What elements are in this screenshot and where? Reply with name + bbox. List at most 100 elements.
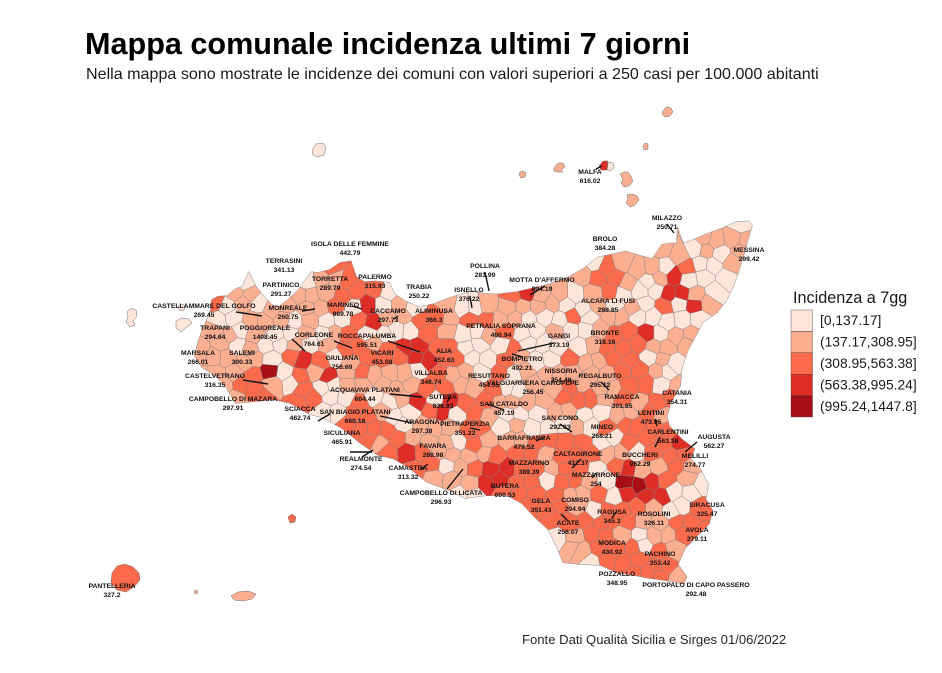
svg-text:VILLALBA: VILLALBA [414,370,448,377]
svg-text:313.32: 313.32 [398,474,419,481]
svg-text:NISSORIA: NISSORIA [545,368,578,375]
svg-text:TORRETTA: TORRETTA [312,276,348,283]
svg-text:295.12: 295.12 [590,382,611,389]
svg-text:CACCAMO: CACCAMO [370,308,406,315]
svg-text:250.22: 250.22 [409,293,430,300]
svg-text:CASTELVETRANO: CASTELVETRANO [185,373,245,380]
svg-text:354.48: 354.48 [551,377,572,384]
svg-text:CATANIA: CATANIA [662,390,692,397]
svg-text:479.52: 479.52 [514,444,535,451]
svg-text:GANGI: GANGI [548,333,570,340]
svg-text:379.11: 379.11 [687,536,708,543]
svg-text:CAMPOBELLO DI MAZARA: CAMPOBELLO DI MAZARA [189,396,277,403]
svg-text:266.01: 266.01 [188,359,209,366]
svg-text:327.2: 327.2 [103,592,120,599]
svg-text:457.19: 457.19 [494,410,515,417]
svg-text:BRONTE: BRONTE [591,330,620,337]
svg-text:FAVARA: FAVARA [420,443,447,450]
svg-text:REGALBUTO: REGALBUTO [579,373,622,380]
svg-text:MALFA: MALFA [578,169,601,176]
svg-text:989.78: 989.78 [333,311,354,318]
svg-text:595.51: 595.51 [357,342,378,349]
svg-text:PORTOPALO DI CAPO PASSERO: PORTOPALO DI CAPO PASSERO [642,582,749,589]
svg-text:452.63: 452.63 [434,357,455,364]
svg-text:PACHINO: PACHINO [645,551,676,558]
svg-text:COMISO: COMISO [561,497,589,504]
svg-text:CALTAGIRONE: CALTAGIRONE [554,451,603,458]
svg-text:ALCARA LI FUSI: ALCARA LI FUSI [581,298,635,305]
svg-text:300.33: 300.33 [232,359,253,366]
svg-text:254: 254 [590,481,602,488]
svg-text:345.3: 345.3 [603,518,620,525]
svg-text:297.73: 297.73 [378,317,399,324]
svg-text:ROCCAPALUMBA: ROCCAPALUMBA [338,333,396,340]
svg-text:MARSALA: MARSALA [181,350,215,357]
svg-text:GIULIANA: GIULIANA [326,355,359,362]
svg-text:351.22: 351.22 [455,430,476,437]
svg-text:PARTINICO: PARTINICO [263,282,300,289]
svg-text:SIRACUSA: SIRACUSA [689,502,725,509]
svg-text:453.08: 453.08 [372,359,393,366]
svg-text:PETRALIA SOPRANA: PETRALIA SOPRANA [466,323,536,330]
svg-text:268.21: 268.21 [592,433,613,440]
svg-text:600.53: 600.53 [495,492,516,499]
svg-text:291.27: 291.27 [271,291,292,298]
svg-text:351.43: 351.43 [531,507,552,514]
svg-text:GELA: GELA [532,498,551,505]
svg-text:326.11: 326.11 [644,520,665,527]
svg-text:ARAGONA: ARAGONA [404,419,439,426]
svg-text:289.79: 289.79 [320,285,341,292]
svg-text:TRAPANI: TRAPANI [200,325,230,332]
svg-text:296.93: 296.93 [431,499,452,506]
svg-text:(137.17,308.95]: (137.17,308.95] [820,335,917,350]
svg-text:Nella mappa sono mostrate le i: Nella mappa sono mostrate le incidenze d… [86,65,819,83]
svg-text:POZZALLO: POZZALLO [599,571,636,578]
svg-text:CAMPOBELLO DI LICATA: CAMPOBELLO DI LICATA [400,490,483,497]
svg-text:756.69: 756.69 [332,364,353,371]
svg-text:BROLO: BROLO [593,236,618,243]
svg-text:BOMPIETRO: BOMPIETRO [501,356,542,363]
svg-text:PANTELLERIA: PANTELLERIA [88,583,135,590]
svg-text:274.54: 274.54 [351,465,372,472]
svg-text:Incidenza a 7gg: Incidenza a 7gg [793,289,907,307]
svg-text:MILAZZO: MILAZZO [652,215,682,222]
svg-text:268.98: 268.98 [423,452,444,459]
svg-text:563.38: 563.38 [658,438,679,445]
svg-text:MODICA: MODICA [598,540,626,547]
svg-text:376.22: 376.22 [459,296,480,303]
svg-text:Fonte Dati Qualità Sicilia e S: Fonte Dati Qualità Sicilia e Sirges 01/0… [522,632,786,647]
svg-text:492.21: 492.21 [512,365,533,372]
svg-text:294.94: 294.94 [565,506,586,513]
svg-text:412.37: 412.37 [568,460,589,467]
svg-text:POLLINA: POLLINA [470,263,500,270]
svg-text:MAZZARRONE: MAZZARRONE [572,472,621,479]
svg-text:CAMASTRA: CAMASTRA [389,465,428,472]
svg-text:RAMACCA: RAMACCA [604,394,639,401]
svg-text:384.28: 384.28 [595,245,616,252]
svg-text:400.94: 400.94 [491,332,512,339]
svg-text:288.85: 288.85 [598,307,619,314]
svg-text:(308.95,563.38]: (308.95,563.38] [820,356,917,371]
svg-text:346.74: 346.74 [421,379,442,386]
svg-text:473.95: 473.95 [641,419,662,426]
svg-text:TRABIA: TRABIA [406,284,432,291]
svg-text:SICULIANA: SICULIANA [323,430,360,437]
svg-text:294.64: 294.64 [205,334,226,341]
svg-text:ACQUAVIVA PLATANI: ACQUAVIVA PLATANI [330,387,400,394]
svg-text:BUTERA: BUTERA [491,483,519,490]
svg-text:CORLEONE: CORLEONE [295,332,334,339]
svg-text:PALERMO: PALERMO [358,274,391,281]
svg-text:PIETRAPERZIA: PIETRAPERZIA [440,421,490,428]
svg-text:292.48: 292.48 [686,591,707,598]
svg-text:(995.24,1447.8]: (995.24,1447.8] [820,399,917,414]
svg-text:952.29: 952.29 [630,461,651,468]
svg-text:366.3: 366.3 [425,317,442,324]
svg-text:ALIMINUSA: ALIMINUSA [415,308,453,315]
svg-text:341.13: 341.13 [274,267,295,274]
svg-text:616.02: 616.02 [580,178,601,185]
svg-text:838.93: 838.93 [433,403,454,410]
svg-text:SAN BIAGIO PLATANI: SAN BIAGIO PLATANI [320,409,391,416]
svg-text:660.18: 660.18 [345,418,366,425]
svg-text:RESUTTANO: RESUTTANO [468,373,510,380]
svg-text:[0,137.17]: [0,137.17] [820,313,881,328]
